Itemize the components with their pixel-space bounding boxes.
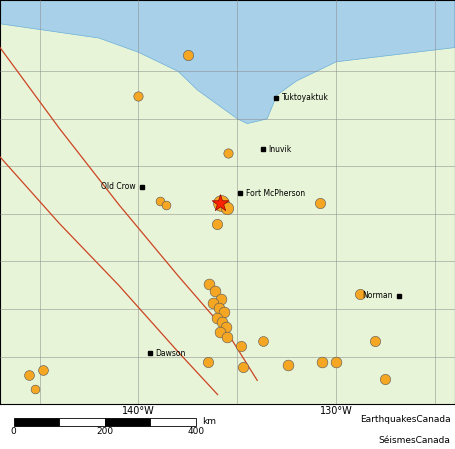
Point bbox=[224, 150, 231, 157]
Point bbox=[238, 343, 245, 350]
Point bbox=[211, 287, 218, 295]
Point bbox=[40, 366, 47, 374]
Point bbox=[216, 200, 223, 207]
Text: Old Crow: Old Crow bbox=[101, 182, 136, 191]
Point bbox=[215, 304, 222, 312]
Point bbox=[162, 202, 170, 209]
Point bbox=[223, 205, 230, 212]
Text: Dawson: Dawson bbox=[156, 349, 186, 358]
Point bbox=[209, 300, 216, 307]
Point bbox=[217, 295, 224, 302]
Text: Inuvik: Inuvik bbox=[268, 145, 292, 154]
Point bbox=[135, 92, 142, 100]
Bar bbox=[14, 418, 59, 426]
Point bbox=[382, 376, 389, 383]
Point bbox=[220, 309, 228, 316]
Text: SéismesCanada: SéismesCanada bbox=[379, 436, 450, 445]
Text: Tuktoyaktuk: Tuktoyaktuk bbox=[282, 93, 329, 102]
Point bbox=[31, 385, 39, 392]
Bar bbox=[59, 418, 105, 426]
Text: 0: 0 bbox=[11, 427, 16, 436]
Point bbox=[213, 221, 220, 228]
Point bbox=[356, 290, 363, 297]
Point bbox=[223, 333, 231, 340]
Text: 140°W: 140°W bbox=[122, 406, 155, 417]
Point bbox=[25, 371, 33, 378]
Text: 200: 200 bbox=[96, 427, 113, 436]
Text: Fort McPherson: Fort McPherson bbox=[246, 189, 305, 198]
Text: EarthquakesCanada: EarthquakesCanada bbox=[360, 415, 450, 424]
Point bbox=[213, 314, 220, 321]
Point bbox=[316, 200, 324, 207]
Point bbox=[332, 359, 339, 366]
Point bbox=[259, 338, 266, 345]
Point bbox=[157, 198, 164, 205]
Point bbox=[222, 323, 230, 330]
Point bbox=[184, 51, 192, 58]
Bar bbox=[105, 418, 150, 426]
Polygon shape bbox=[0, 0, 455, 123]
Point bbox=[204, 359, 212, 366]
Point bbox=[318, 359, 326, 366]
Point bbox=[372, 338, 379, 345]
Point bbox=[217, 200, 224, 207]
Text: Norman: Norman bbox=[362, 291, 393, 300]
Bar bbox=[150, 418, 196, 426]
Text: km: km bbox=[202, 418, 217, 427]
Text: 130°W: 130°W bbox=[320, 406, 353, 417]
Point bbox=[239, 363, 247, 370]
Point bbox=[218, 319, 226, 326]
Text: 400: 400 bbox=[187, 427, 204, 436]
Point bbox=[285, 361, 292, 369]
Point bbox=[205, 281, 212, 288]
Point bbox=[216, 328, 223, 335]
